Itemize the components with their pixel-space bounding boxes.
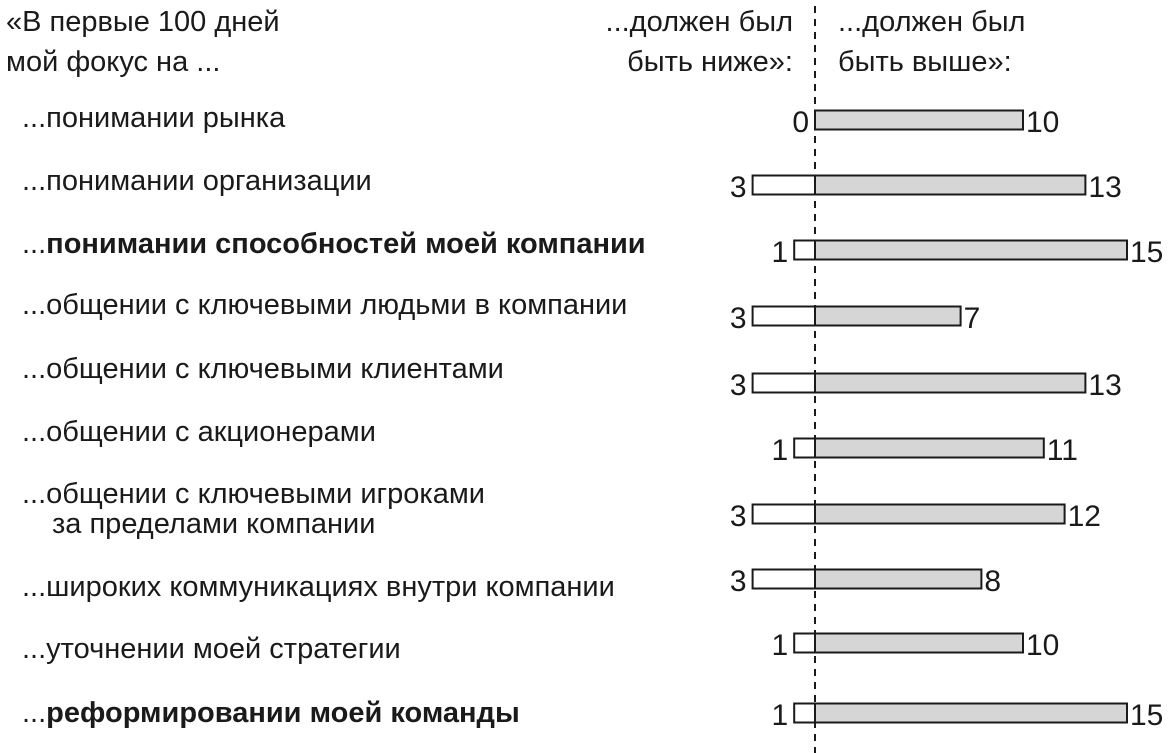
bar-higher	[814, 174, 1087, 196]
value-label-higher: 15	[1130, 236, 1163, 269]
bar-higher	[814, 239, 1128, 261]
header-lower: ...должен был быть ниже»:	[588, 2, 793, 82]
value-label-lower: 3	[730, 302, 747, 335]
row-label-text: уточнении моей стратегии	[46, 633, 401, 665]
bar-lower	[793, 702, 817, 724]
bar-lower	[793, 239, 817, 261]
row-label: ...общении с акционерами	[22, 417, 376, 447]
bar-higher	[814, 702, 1128, 724]
bar-higher	[814, 305, 962, 327]
bar-higher	[814, 437, 1045, 459]
row-label-continuation: за пределами компании	[52, 508, 376, 540]
value-label-lower: 3	[730, 565, 747, 598]
row-label-text: реформировании моей команды	[46, 697, 520, 729]
header-left: «В первые 100 дней мой фокус на ...	[6, 2, 280, 82]
row-label-text: общении с ключевыми игроками	[46, 478, 485, 510]
value-label-higher: 13	[1088, 171, 1121, 204]
header-left-line1: «В первые 100 дней	[6, 6, 280, 38]
row-label: ...уточнении моей стратегии	[22, 634, 401, 664]
row-label-text: общении с ключевыми клиентами	[46, 353, 504, 385]
bar-lower	[751, 174, 816, 196]
bar-lower	[751, 305, 816, 327]
header-higher: ...должен был быть выше»:	[838, 2, 1025, 82]
value-label-lower: 1	[772, 434, 789, 467]
value-label-higher: 11	[1047, 434, 1078, 467]
value-label-lower: 0	[792, 106, 809, 139]
row-label: ...понимании способностей моей компании	[22, 229, 646, 259]
header-higher-line2: быть выше»:	[838, 46, 1012, 78]
row-label-prefix: ...	[22, 289, 47, 321]
row-label-text: общении с акционерами	[46, 416, 376, 448]
value-label-lower: 3	[730, 369, 747, 402]
header-lower-line1: ...должен был	[605, 6, 793, 38]
row-label: ...понимании организации	[22, 166, 372, 196]
row-label: ...широких коммуникациях внутри компании	[22, 572, 615, 602]
bar-higher	[814, 568, 983, 590]
row-label: ...реформировании моей команды	[22, 698, 520, 728]
bar-lower	[751, 503, 816, 525]
row-label-prefix: ...	[22, 228, 47, 260]
row-label-prefix: ...	[22, 478, 47, 510]
row-label: ...общении с ключевыми людьми в компании	[22, 290, 627, 320]
row-label-prefix: ...	[22, 697, 47, 729]
value-label-higher: 12	[1068, 500, 1101, 533]
header-higher-line1: ...должен был	[838, 6, 1026, 38]
row-label: ...общении с ключевыми игроками за предел…	[22, 479, 485, 539]
header-lower-line2: быть ниже»:	[627, 46, 793, 78]
value-label-higher: 10	[1026, 629, 1059, 662]
value-label-higher: 13	[1088, 369, 1121, 402]
row-label-text: широких коммуникациях внутри компании	[46, 571, 615, 603]
row-label-prefix: ...	[22, 102, 47, 134]
value-label-higher: 10	[1026, 106, 1059, 139]
value-label-lower: 1	[772, 629, 789, 662]
bar-higher	[814, 503, 1066, 525]
row-label-prefix: ...	[22, 416, 47, 448]
row-label-prefix: ...	[22, 633, 47, 665]
row-label-text: понимании рынка	[46, 102, 286, 134]
row-label: ...общении с ключевыми клиентами	[22, 354, 504, 384]
row-label-text: понимании организации	[46, 165, 372, 197]
bar-higher	[814, 372, 1087, 394]
bar-higher	[814, 632, 1024, 654]
header-left-line2: мой фокус на ...	[6, 46, 221, 78]
row-label-prefix: ...	[22, 165, 47, 197]
bar-higher	[814, 109, 1024, 131]
value-label-higher: 7	[964, 302, 981, 335]
value-label-lower: 3	[730, 500, 747, 533]
row-label-prefix: ...	[22, 571, 47, 603]
value-label-lower: 3	[730, 171, 747, 204]
row-label-prefix: ...	[22, 353, 47, 385]
bar-lower	[751, 372, 816, 394]
bar-lower	[751, 568, 816, 590]
row-label: ...понимании рынка	[22, 103, 285, 133]
value-label-higher: 8	[984, 565, 1001, 598]
row-label-text: понимании способностей моей компании	[46, 228, 646, 260]
row-label-text: общении с ключевыми людьми в компании	[46, 289, 628, 321]
bar-lower	[793, 437, 817, 459]
value-label-higher: 15	[1130, 699, 1163, 732]
value-label-lower: 1	[772, 699, 789, 732]
value-label-lower: 1	[772, 236, 789, 269]
bar-lower	[793, 632, 817, 654]
